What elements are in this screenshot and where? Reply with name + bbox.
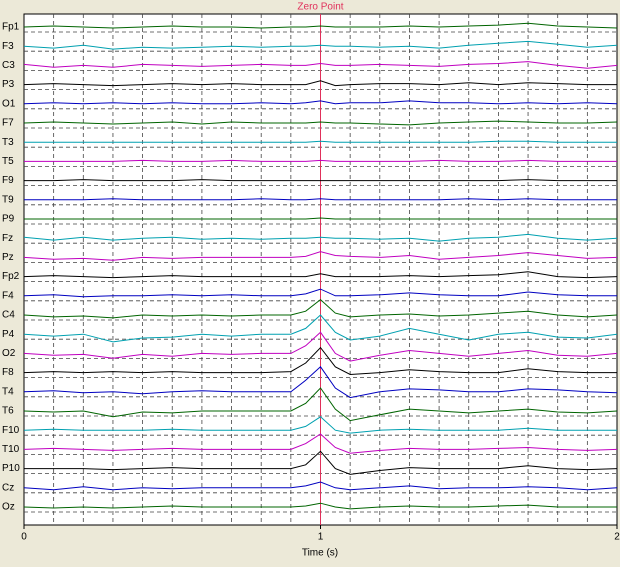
- channel-label: Cz: [2, 482, 14, 493]
- channel-label: C4: [2, 310, 15, 321]
- eeg-trace: [23, 61, 618, 69]
- channel-label: F9: [2, 175, 14, 186]
- channel-label: P10: [2, 463, 20, 474]
- eeg-trace: [23, 100, 618, 105]
- channel-label: P9: [2, 214, 15, 225]
- x-axis-label: Time (s): [302, 548, 338, 559]
- channel-label: T9: [2, 194, 14, 205]
- channel-label: T4: [2, 386, 14, 397]
- eeg-trace: [23, 22, 618, 29]
- channel-label: O1: [2, 98, 16, 109]
- channel-label: P4: [2, 329, 15, 340]
- x-tick-label: 2: [614, 532, 620, 543]
- channel-label: Fz: [2, 233, 13, 244]
- eeg-trace: [23, 331, 618, 362]
- eeg-trace: [23, 346, 617, 376]
- eeg-trace: [23, 416, 617, 434]
- eeg-trace: [23, 502, 617, 510]
- x-tick-label: 0: [21, 532, 27, 543]
- channel-label: F7: [2, 118, 14, 129]
- eeg-trace: [23, 233, 618, 242]
- eeg-trace: [24, 140, 617, 143]
- channel-label: Oz: [2, 502, 15, 513]
- channel-label: Pz: [2, 252, 14, 263]
- eeg-trace: [23, 387, 618, 422]
- channel-label: T10: [2, 444, 20, 455]
- zero-point-label: Zero Point: [297, 2, 343, 13]
- channel-label: O2: [2, 348, 16, 359]
- eeg-trace: [23, 40, 618, 50]
- channel-label: C3: [2, 60, 15, 71]
- channel-label: Fp1: [2, 22, 20, 33]
- eeg-trace: [23, 251, 618, 261]
- x-tick-label: 1: [318, 532, 324, 543]
- channel-label: F4: [2, 290, 14, 301]
- eeg-trace: [23, 288, 617, 298]
- channel-label: P3: [2, 79, 15, 90]
- eeg-trace: [23, 433, 618, 454]
- eeg-trace: [23, 481, 618, 491]
- channel-label: F8: [2, 367, 14, 378]
- channel-label: T6: [2, 406, 14, 417]
- channel-label: T3: [2, 137, 14, 148]
- channel-label: T5: [2, 156, 14, 167]
- eeg-trace: [23, 366, 618, 399]
- eeg-trace: [24, 198, 617, 201]
- channel-label: Fp2: [2, 271, 20, 282]
- eeg-trace: [24, 450, 618, 475]
- channel-label: F10: [2, 425, 20, 436]
- eeg-trace: [23, 298, 618, 319]
- eeg-trace: [24, 159, 617, 162]
- eeg-trace: [24, 179, 617, 182]
- eeg-trace: [23, 80, 617, 87]
- eeg-trace: [23, 271, 618, 279]
- eeg-trace: [23, 314, 618, 343]
- eeg-trace: [24, 217, 617, 220]
- eeg-trace: [23, 120, 618, 126]
- channel-label: F3: [2, 41, 14, 52]
